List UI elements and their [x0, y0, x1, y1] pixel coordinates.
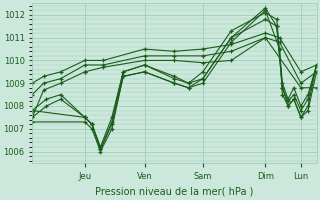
X-axis label: Pression niveau de la mer( hPa ): Pression niveau de la mer( hPa ) [95, 187, 253, 197]
